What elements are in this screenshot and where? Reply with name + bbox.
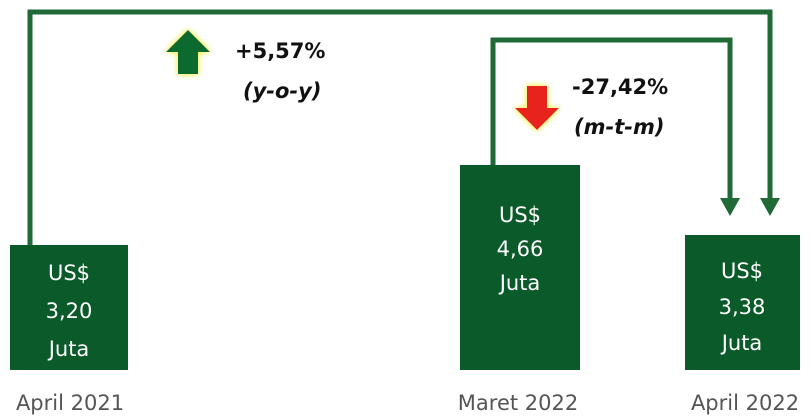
mtm-change: -27,42% [572, 75, 668, 99]
mtm-period: (m-t-m) [574, 115, 664, 139]
bar-text: Juta [498, 271, 541, 295]
bar-value: 4,66 [497, 237, 544, 261]
category-label: Maret 2022 [458, 391, 578, 415]
bar-value: 3,38 [719, 295, 766, 319]
bar [10, 245, 128, 370]
category-label: April 2021 [16, 391, 124, 415]
mtm-connector [490, 37, 733, 200]
down-arrow-icon [515, 86, 559, 130]
bar-value: 3,20 [46, 299, 93, 323]
category-label: April 2022 [691, 391, 799, 415]
mtm-arrowhead [720, 198, 740, 216]
yoy-connector [27, 9, 773, 245]
bar-text: US$ [721, 259, 763, 283]
bar [460, 165, 580, 370]
bar [685, 235, 800, 370]
up-arrow-icon [166, 30, 210, 74]
bar-text: US$ [48, 261, 90, 285]
bar-text: US$ [499, 203, 541, 227]
yoy-arrowhead [760, 198, 780, 216]
yoy-period: (y-o-y) [243, 79, 321, 103]
bar-text: Juta [720, 331, 763, 355]
yoy-change: +5,57% [235, 39, 325, 63]
bar-text: Juta [47, 337, 90, 361]
